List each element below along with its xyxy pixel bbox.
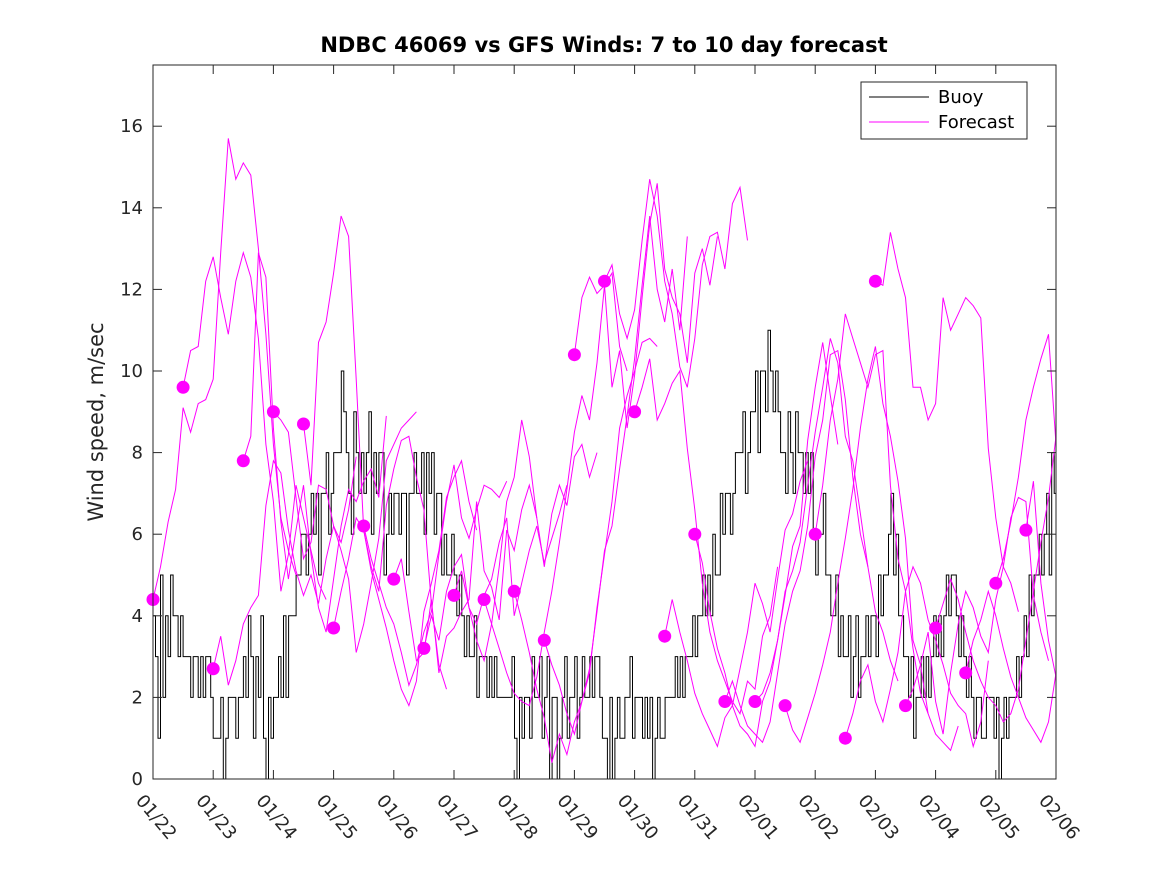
axes-box <box>152 64 1057 780</box>
y-axis-label: Wind speed, m/sec <box>84 322 108 521</box>
forecast-marker <box>989 576 1003 590</box>
forecast-marker <box>206 662 220 676</box>
forecast-series-line <box>242 252 387 633</box>
forecast-series-line <box>694 342 839 748</box>
forecast-series-line <box>333 459 478 707</box>
forecast-series-line <box>303 215 447 690</box>
forecast-marker <box>176 380 190 394</box>
forecast-marker <box>567 348 581 362</box>
forecast-marker <box>688 527 702 541</box>
buoy-series-line <box>153 329 1056 779</box>
forecast-marker <box>387 572 401 586</box>
legend: Buoy Forecast <box>860 81 1028 140</box>
forecast-marker <box>899 699 912 713</box>
forecast-marker <box>266 405 280 419</box>
y-tick-label: 14 <box>120 198 143 219</box>
forecast-series-line <box>875 232 1019 612</box>
forecast-series-line <box>784 346 929 744</box>
forecast-series-line <box>634 358 779 715</box>
forecast-series-line <box>363 464 508 687</box>
forecast-marker <box>417 641 431 655</box>
forecast-series-line <box>273 411 417 653</box>
forecast-marker <box>477 593 491 606</box>
forecast-marker <box>236 454 250 468</box>
forecast-marker <box>507 584 521 598</box>
forecast-marker <box>838 731 852 745</box>
y-tick-label: 8 <box>132 443 143 464</box>
forecast-marker <box>447 588 461 602</box>
legend-box <box>860 81 1028 140</box>
forecast-series-line <box>604 179 748 388</box>
forecast-series-line <box>754 338 899 702</box>
forecast-marker <box>748 695 762 708</box>
y-tick-label: 2 <box>132 687 143 708</box>
forecast-series-line <box>453 419 598 663</box>
forecast-marker <box>778 699 792 713</box>
forecast-marker <box>297 417 310 431</box>
forecast-marker <box>808 527 822 541</box>
forecast-series-line <box>844 565 989 749</box>
forecast-series-line <box>182 250 327 600</box>
forecast-series-line <box>1025 481 1056 678</box>
forecast-marker <box>658 629 672 643</box>
forecast-marker <box>718 695 732 708</box>
forecast-series-line <box>965 589 1056 744</box>
forecast-series-line <box>153 138 297 600</box>
forecast-series-line <box>814 313 959 752</box>
forecast-series-line <box>393 483 538 674</box>
legend-label-forecast: Forecast <box>938 112 1014 133</box>
forecast-series-line <box>483 271 628 707</box>
forecast-series-line <box>664 460 809 748</box>
y-tick-label: 12 <box>120 279 143 300</box>
forecast-series-line <box>935 432 1056 723</box>
forecast-marker <box>1019 523 1033 537</box>
y-tick-label: 4 <box>132 606 143 627</box>
forecast-series-line <box>212 456 357 686</box>
legend-label-buoy: Buoy <box>938 87 984 108</box>
y-tick-label: 6 <box>132 524 143 545</box>
forecast-marker <box>327 621 341 635</box>
forecast-marker <box>628 405 642 419</box>
forecast-marker <box>357 519 371 533</box>
forecast-marker <box>959 666 973 680</box>
forecast-series-line <box>543 215 688 736</box>
forecast-series-line <box>905 496 1049 735</box>
y-tick-label: 10 <box>120 361 143 382</box>
forecast-marker <box>598 274 611 288</box>
forecast-series-line <box>724 349 869 744</box>
forecast-marker <box>868 274 882 288</box>
y-tick-label: 16 <box>120 116 143 137</box>
forecast-marker <box>537 633 551 647</box>
forecast-series-line <box>995 334 1056 584</box>
forecast-marker <box>929 621 943 635</box>
forecast-series-line <box>573 183 718 429</box>
y-tick-label: 0 <box>132 769 143 790</box>
chart-title: NDBC 46069 vs GFS Winds: 7 to 10 day for… <box>320 33 887 57</box>
